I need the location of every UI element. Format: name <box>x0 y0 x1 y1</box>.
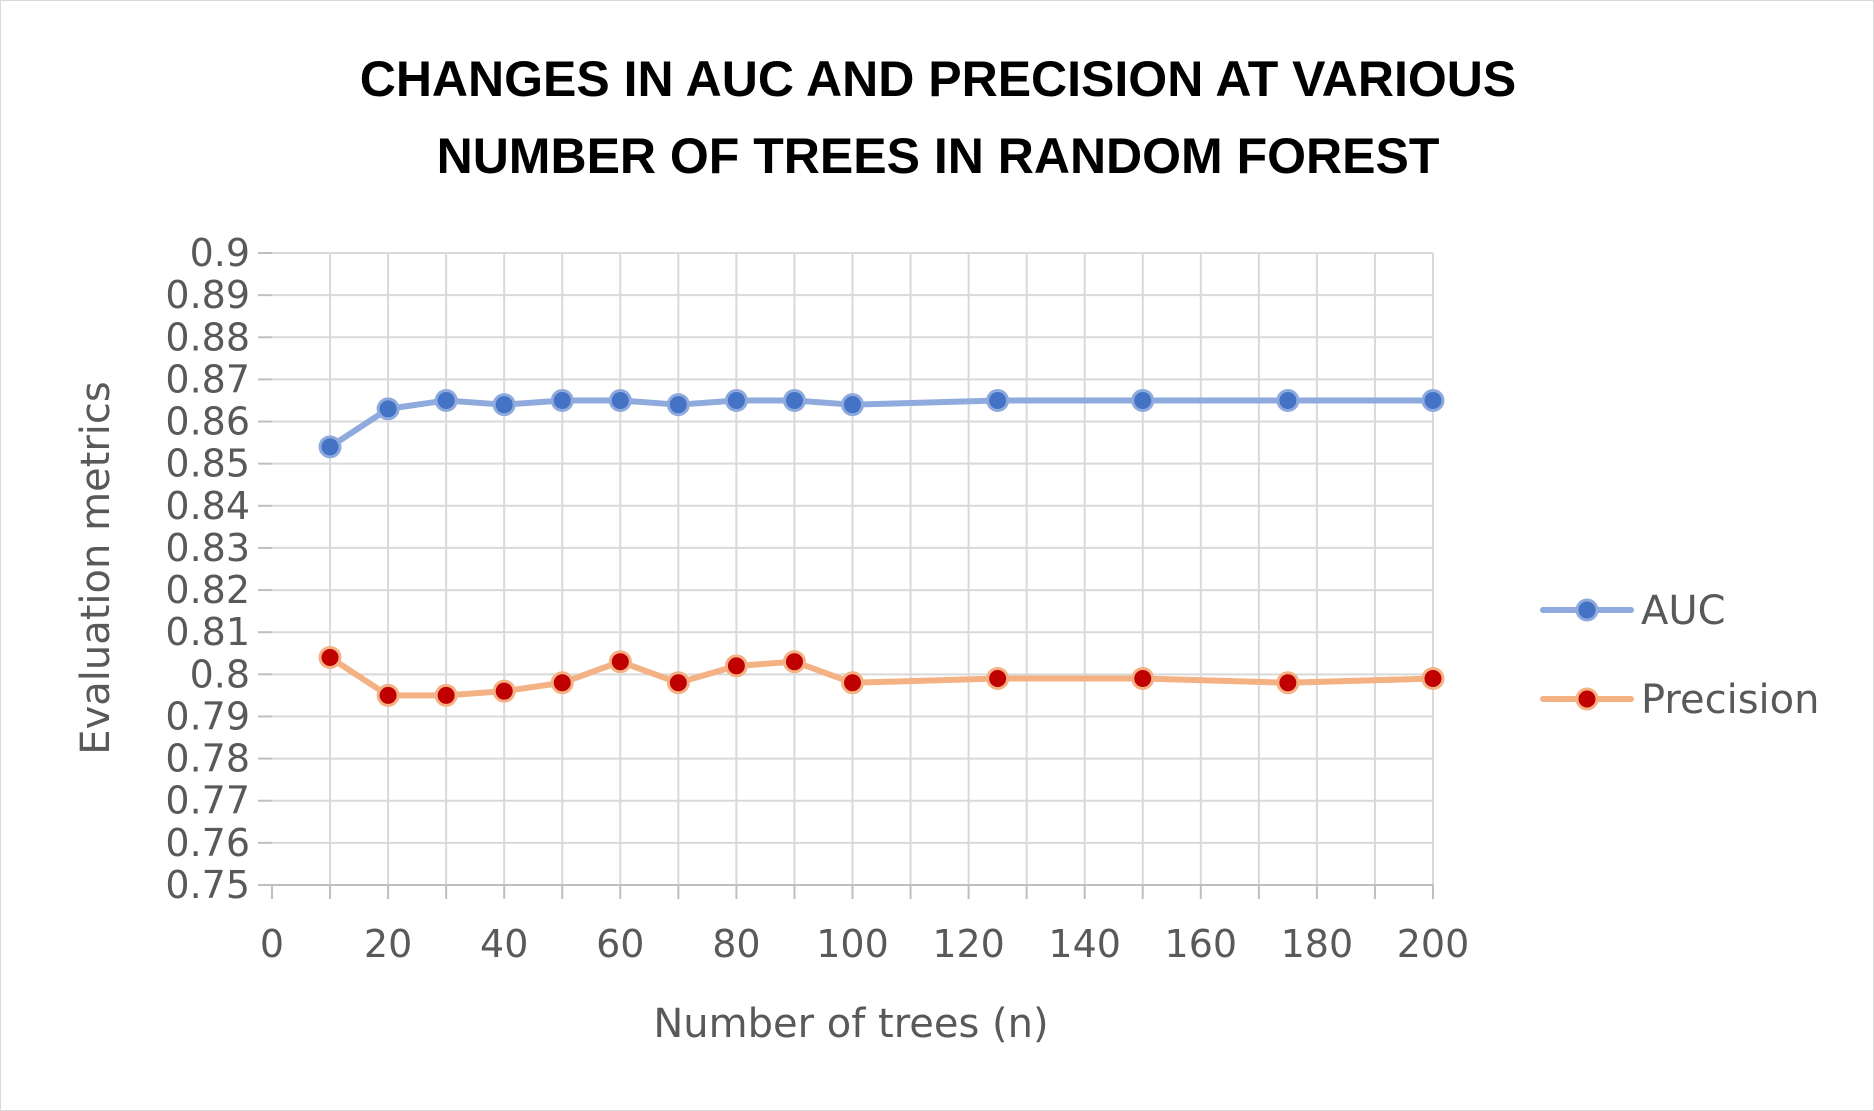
data-point-auc <box>1131 388 1155 412</box>
y-tick-label: 0.9 <box>190 231 250 275</box>
data-point-precision <box>666 671 690 695</box>
data-point-auc <box>724 388 748 412</box>
data-point-precision <box>376 683 400 707</box>
y-tick-label: 0.86 <box>165 400 250 444</box>
legend-label-precision: Precision <box>1641 677 1819 723</box>
data-point-auc <box>608 388 632 412</box>
x-tick-label: 100 <box>816 922 889 966</box>
legend-swatch-marker-auc <box>1575 598 1599 622</box>
x-tick-label: 200 <box>1397 922 1470 966</box>
data-point-precision <box>1131 667 1155 691</box>
x-tick-label: 80 <box>712 922 760 966</box>
y-tick-label: 0.75 <box>165 863 250 907</box>
y-tick-label: 0.88 <box>165 315 250 359</box>
y-tick-label: 0.76 <box>165 821 250 865</box>
data-point-precision <box>434 683 458 707</box>
data-point-precision <box>550 671 574 695</box>
data-point-auc <box>841 393 864 417</box>
x-tick-label: 20 <box>364 922 412 966</box>
data-point-precision <box>724 654 748 678</box>
gridlines <box>272 252 1434 885</box>
series-precision <box>318 645 1445 707</box>
data-point-auc <box>666 393 690 417</box>
legend-swatch-marker-precision <box>1575 687 1599 711</box>
chart-title-line-2: NUMBER OF TREES IN RANDOM FOREST <box>437 128 1440 184</box>
x-tick-label: 40 <box>480 922 528 966</box>
legend: AUC Precision <box>1540 588 1819 723</box>
x-tick-label: 140 <box>1048 922 1121 966</box>
y-tick-label: 0.79 <box>165 694 250 738</box>
x-tick-label: 0 <box>260 922 284 966</box>
legend-label-auc: AUC <box>1641 588 1726 634</box>
y-tick-label: 0.8 <box>190 652 250 696</box>
y-tick-label: 0.82 <box>165 568 250 612</box>
y-tick-label: 0.81 <box>165 610 250 654</box>
x-tick-label: 180 <box>1281 922 1354 966</box>
x-tick-label: 60 <box>596 922 644 966</box>
series-layer <box>318 388 1445 707</box>
y-axis-ticks: 0.750.760.770.780.790.80.810.820.830.840… <box>165 231 272 907</box>
series-auc <box>318 388 1445 459</box>
data-point-auc <box>986 388 1010 412</box>
data-point-precision <box>1276 671 1300 695</box>
y-tick-label: 0.85 <box>165 442 250 486</box>
data-point-precision <box>492 679 516 703</box>
chart-title-line-1: CHANGES IN AUC AND PRECISION AT VARIOUS <box>360 51 1517 107</box>
data-point-auc <box>376 397 400 421</box>
data-point-auc <box>434 388 458 412</box>
y-tick-label: 0.87 <box>165 357 250 401</box>
x-tick-label: 160 <box>1165 922 1238 966</box>
data-point-auc <box>1421 388 1445 412</box>
x-axis-ticks: 0 20 40 60 80 100 120 140 160 180 200 <box>260 885 1469 966</box>
y-axis-label: Evaluation metrics <box>73 381 119 754</box>
data-point-auc <box>1276 388 1300 412</box>
data-point-precision <box>318 645 342 669</box>
data-point-auc <box>782 388 806 412</box>
data-point-precision <box>608 650 632 674</box>
data-point-auc <box>492 393 516 417</box>
y-tick-label: 0.84 <box>165 484 250 528</box>
data-point-precision <box>782 650 806 674</box>
data-point-precision <box>986 667 1010 691</box>
y-tick-label: 0.89 <box>165 273 250 317</box>
y-tick-label: 0.83 <box>165 526 250 570</box>
data-point-auc <box>318 435 342 459</box>
data-point-precision <box>1421 667 1445 691</box>
x-tick-label: 120 <box>932 922 1005 966</box>
data-point-auc <box>550 388 574 412</box>
x-axis-label: Number of trees (n) <box>653 1001 1048 1047</box>
y-tick-label: 0.77 <box>165 779 250 823</box>
y-tick-label: 0.78 <box>165 737 250 781</box>
data-point-precision <box>841 671 864 695</box>
